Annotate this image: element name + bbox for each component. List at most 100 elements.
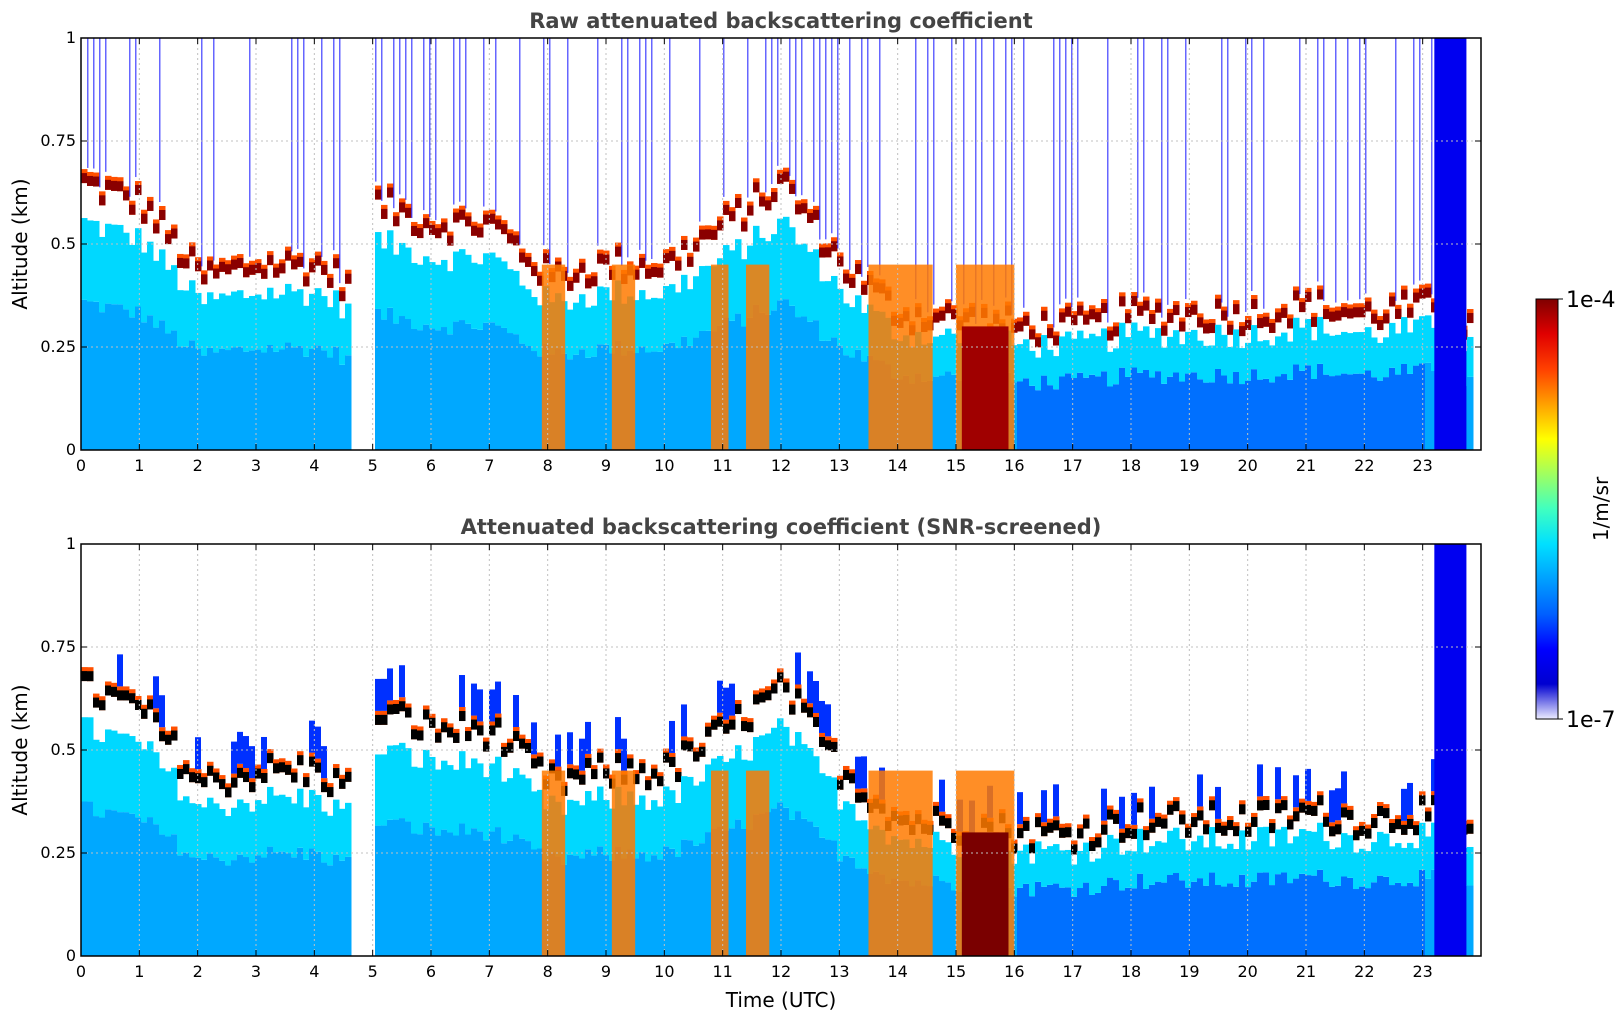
heatmap-cell [1137,330,1144,373]
heatmap-cell [789,704,796,715]
heatmap-cell [537,275,544,286]
heatmap-cell [1167,830,1174,875]
heatmap-cell [933,805,940,816]
heatmap-cell [1275,829,1282,875]
heatmap-cell [189,857,196,956]
heatmap-cell [303,276,310,287]
heatmap-cell [525,743,532,754]
heatmap-cell [249,295,256,351]
heatmap-cell [1143,852,1150,889]
heatmap-cell [651,38,653,260]
heatmap-cell [1431,822,1438,870]
x-tick-label: 1 [134,456,144,475]
heatmap-cell [585,357,592,450]
heatmap-cell [1119,796,1125,829]
heatmap-cell [1077,305,1084,316]
heatmap-cell [579,294,586,350]
heatmap-cell [663,786,670,847]
heatmap-cell [99,236,106,313]
heatmap-cell [291,347,298,450]
heatmap-cell [657,351,664,450]
heatmap-cell [315,726,321,759]
heatmap-cell [495,681,501,714]
heatmap-cell [513,768,520,835]
heatmap-cell [1083,377,1090,450]
heatmap-cell [207,292,214,348]
x-tick-label: 13 [829,456,849,475]
heatmap-cell [1065,373,1072,450]
heatmap-cell [201,274,208,285]
heatmap-cell [1017,381,1024,450]
heatmap-cell [1215,324,1222,369]
heatmap-cell [297,345,304,450]
heatmap-cell [1227,883,1234,956]
heatmap-cell [315,255,322,266]
heatmap-cell [1143,888,1150,956]
heatmap-cell [1221,886,1228,956]
y-tick-label: 0 [66,946,76,965]
heatmap-cell [849,307,856,358]
heatmap-cell [207,347,214,450]
x-tick-label: 9 [601,962,611,981]
heatmap-cell [675,803,682,858]
heatmap-cell [135,38,137,178]
heatmap-cell [735,197,742,208]
heatmap-cell [699,229,706,240]
heatmap-cell [1317,38,1319,282]
heatmap-cell [165,333,172,450]
heatmap-cell [501,261,508,328]
heatmap-cell [183,346,190,450]
heatmap-cell [819,38,821,240]
heatmap-cell [195,261,202,272]
heatmap-cell [1335,334,1342,376]
heatmap-cell [129,693,136,704]
heatmap-cell [801,38,803,196]
heatmap-cell [99,817,106,956]
heatmap-cell [993,38,995,306]
heatmap-cell [1041,886,1048,956]
heatmap-cell [1323,841,1330,882]
heatmap-cell [831,275,838,338]
colorbar-min-label: 1e-7 [1566,708,1615,733]
x-tick-label: 5 [368,962,378,981]
heatmap-cell [417,834,424,956]
heatmap-cell [1173,330,1180,373]
heatmap-cell [1083,882,1090,956]
heatmap-cell [1389,846,1396,886]
heatmap-cell [1053,844,1060,884]
heatmap-cell [1125,337,1132,377]
heatmap-cell [669,38,671,243]
heatmap-cell [435,732,442,743]
heatmap-cell [807,707,814,718]
heatmap-cell [1029,843,1036,854]
heatmap-cell [297,38,299,249]
heatmap-cell [603,344,610,450]
heatmap-cell [783,171,790,182]
heatmap-cell [1299,38,1301,295]
heatmap-cell [489,763,496,832]
heatmap-cell [123,232,130,310]
heatmap-cell [1335,788,1341,821]
heatmap-cell [837,345,844,450]
heatmap-cell [297,256,304,267]
heatmap-cell [861,868,868,956]
heatmap-cell [1179,880,1186,956]
x-tick-label: 0 [76,456,86,475]
heatmap-cell [777,38,779,166]
heatmap-cell [789,183,796,194]
heatmap-cell [777,718,784,803]
heatmap-cell [1233,329,1240,372]
heatmap-cell [1209,323,1216,334]
heatmap-cell [375,308,382,450]
heatmap-cell [1119,854,1126,891]
heatmap-cell [447,727,454,738]
heatmap-cell [1293,878,1300,956]
heatmap-cell [933,376,940,450]
heatmap-cell [699,266,706,331]
heatmap-cell [405,707,412,718]
heatmap-cell [813,209,820,220]
heatmap-precip [746,264,770,450]
heatmap-cell [1107,330,1114,341]
heatmap-cell [1185,887,1192,956]
heatmap-cell [801,316,808,450]
